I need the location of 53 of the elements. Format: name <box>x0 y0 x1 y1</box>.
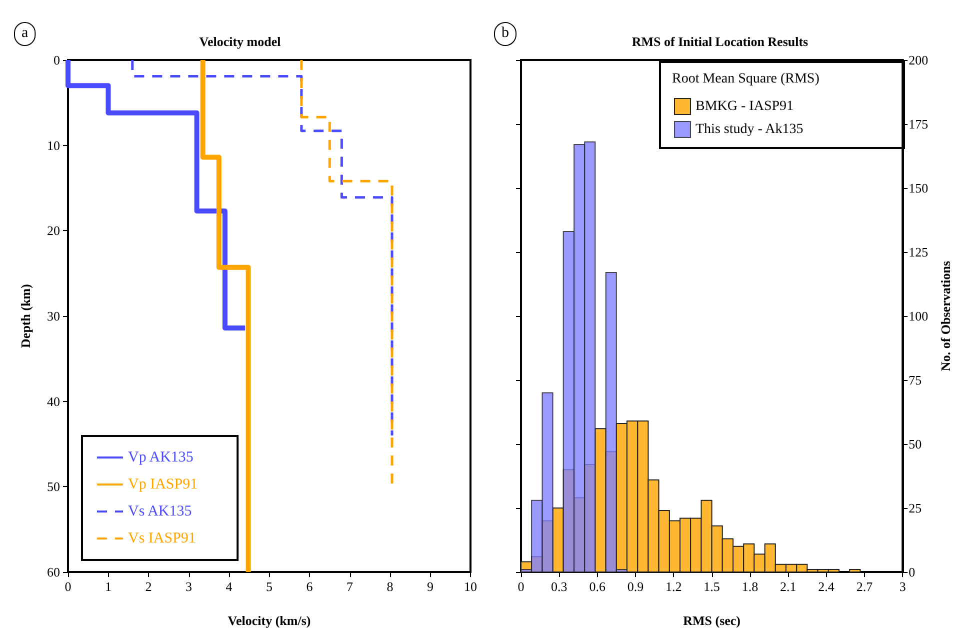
y-axis-title: Depth (km) <box>18 284 33 348</box>
y-tick-label: 25 <box>908 500 922 516</box>
x-tick-label: 2.1 <box>780 579 796 594</box>
x-tick-label: 10 <box>464 579 477 594</box>
y-tick-label: 100 <box>908 308 928 324</box>
x-tick-label: 1 <box>105 579 112 594</box>
x-tick-label: 2.7 <box>856 579 874 594</box>
text: a <box>22 25 28 41</box>
legend-label: Vp IASP91 <box>128 476 198 492</box>
x-tick-label: 1.5 <box>704 579 720 594</box>
legend-label: BMKG - IASP91 <box>696 99 794 114</box>
legend-label: Vs IASP91 <box>128 530 196 546</box>
x-tick-label: 1.8 <box>742 579 758 594</box>
x-tick-label: 2 <box>145 579 152 594</box>
x-tick-label: 4 <box>226 579 233 594</box>
y-tick-label: 40 <box>47 394 60 409</box>
y-axis-title: No. of Observations <box>938 260 953 372</box>
legend-label: Vs AK135 <box>128 504 192 520</box>
x-tick-label: 0.6 <box>589 579 606 594</box>
x-tick-label: 9 <box>427 579 434 594</box>
x-tick-label: 0.3 <box>551 579 568 594</box>
x-tick-label: 0 <box>64 579 72 594</box>
legend-label: This study - Ak135 <box>696 122 804 137</box>
x-tick-label: 6 <box>306 579 314 594</box>
y-tick-label: 50 <box>47 479 60 494</box>
x-tick-label: 3 <box>186 579 192 594</box>
y-tick-label: 150 <box>908 180 928 196</box>
x-axis-title: RMS (sec) <box>683 613 741 628</box>
y-tick-label: 30 <box>47 308 60 324</box>
y-tick-label: 60 <box>47 564 60 580</box>
x-tick-label: 2.4 <box>818 579 835 594</box>
legend-title: Root Mean Square (RMS) <box>672 72 820 86</box>
y-tick-label: 125 <box>908 244 928 260</box>
chart-title: Velocity model <box>199 34 282 49</box>
y-tick-label: 0 <box>908 564 916 580</box>
y-tick-label: 200 <box>908 52 928 68</box>
x-tick-label: 1.2 <box>666 579 682 594</box>
x-tick-label: 0 <box>518 579 524 594</box>
y-tick-label: 50 <box>908 436 922 452</box>
y-tick-label: 0 <box>54 52 60 68</box>
x-tick-label: 3 <box>899 579 906 594</box>
x-axis-title: Velocity (km/s) <box>228 613 311 628</box>
x-tick-label: 0.9 <box>627 579 644 594</box>
y-tick-label: 75 <box>908 372 922 388</box>
x-tick-label: 8 <box>386 579 394 594</box>
legend-label: Vp AK135 <box>128 450 194 466</box>
chart-title: RMS of Initial Location Results <box>632 34 808 49</box>
text: b <box>502 25 509 41</box>
y-tick-label: 20 <box>47 223 60 238</box>
y-tick-label: 10 <box>47 138 60 153</box>
x-tick-label: 7 <box>346 579 354 594</box>
x-tick-label: 5 <box>266 579 272 594</box>
y-tick-label: 175 <box>908 116 928 132</box>
